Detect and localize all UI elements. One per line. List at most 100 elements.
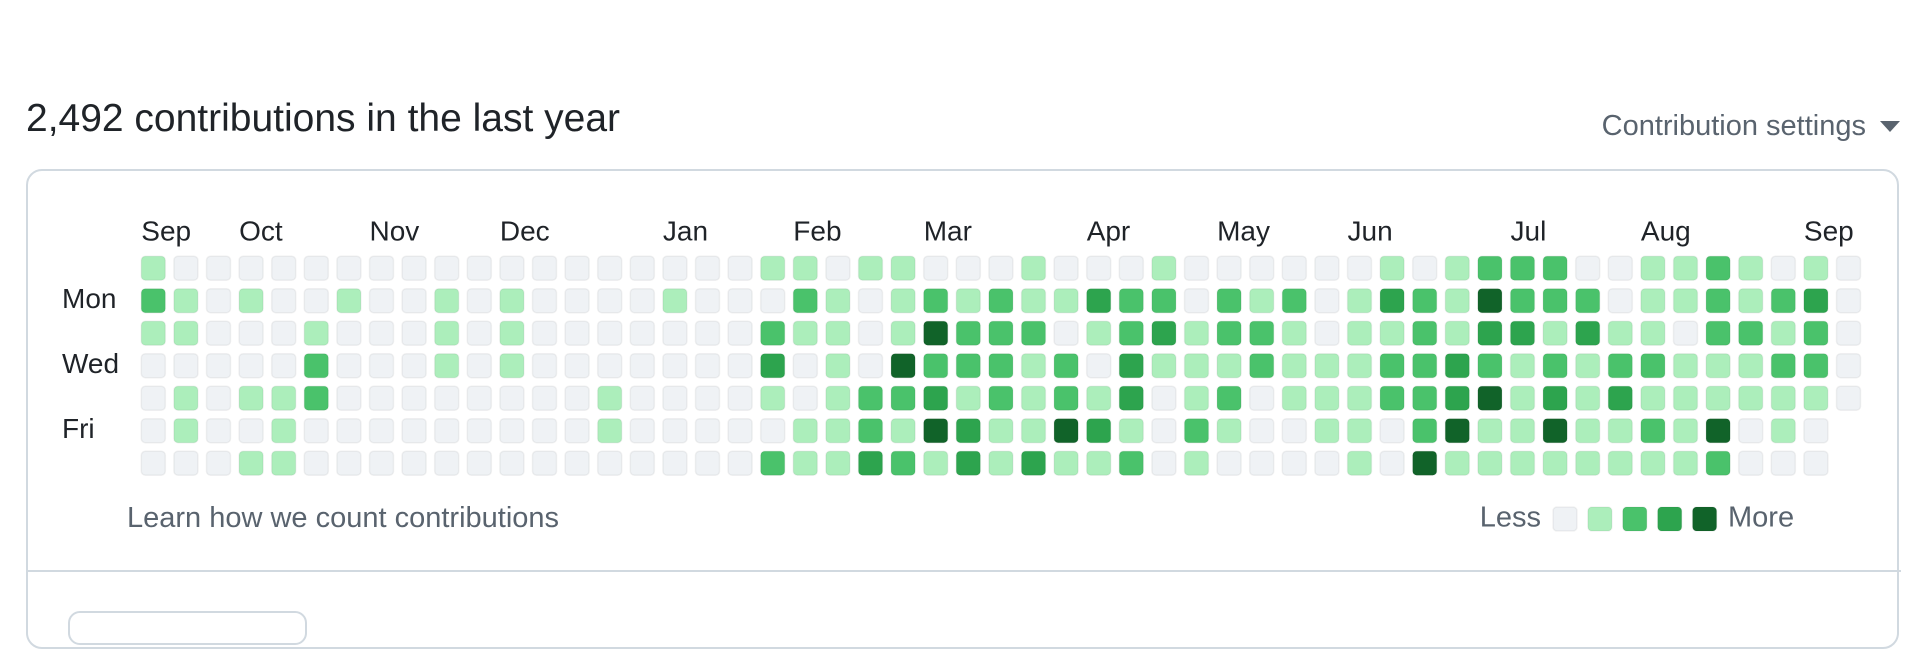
contribution-cell bbox=[1151, 450, 1177, 476]
legend-cell bbox=[1656, 506, 1683, 532]
contribution-cell bbox=[1672, 320, 1699, 346]
contribution-cell bbox=[922, 352, 949, 379]
contribution-cell bbox=[1281, 385, 1308, 411]
contribution-cell bbox=[1477, 255, 1503, 281]
contribution-cell bbox=[205, 320, 232, 346]
contribution-cell bbox=[1477, 287, 1503, 314]
contribution-cell bbox=[173, 450, 199, 476]
contribution-cell bbox=[1737, 320, 1764, 346]
contribution-cell bbox=[922, 255, 949, 281]
contribution-cell bbox=[1672, 352, 1699, 379]
contribution-cell bbox=[499, 450, 525, 476]
contribution-cell bbox=[1379, 352, 1405, 379]
contribution-cell bbox=[955, 352, 982, 379]
contribution-cell bbox=[759, 352, 786, 379]
contribution-settings[interactable]: Contribution settings bbox=[1602, 108, 1900, 144]
dropdown-caret bbox=[1880, 121, 1900, 133]
contribution-cell bbox=[922, 450, 949, 476]
contribution-cell bbox=[1411, 287, 1438, 314]
contribution-cell bbox=[1705, 417, 1731, 444]
contribution-cell bbox=[1444, 417, 1471, 444]
contribution-cell bbox=[1314, 320, 1340, 346]
contribution-cell bbox=[1477, 320, 1503, 346]
contribution-cell bbox=[1444, 255, 1471, 281]
contribution-cell bbox=[270, 352, 297, 379]
contribution-cell bbox=[1574, 320, 1601, 346]
contribution-cell bbox=[727, 255, 753, 281]
contribution-cell bbox=[466, 385, 493, 411]
contribution-cell bbox=[401, 255, 427, 281]
contribution-cell bbox=[1542, 385, 1568, 411]
contribution-cell bbox=[466, 255, 493, 281]
contribution-cell bbox=[1183, 450, 1210, 476]
contribution-cell bbox=[531, 450, 558, 476]
contribution-cell bbox=[1248, 255, 1275, 281]
contribution-cell bbox=[1281, 255, 1308, 281]
contribution-cell bbox=[1346, 287, 1373, 314]
contribution-cell bbox=[270, 385, 297, 411]
month-label: Aug bbox=[1641, 215, 1691, 246]
contribution-cell bbox=[759, 417, 786, 444]
contribution-cell bbox=[1542, 320, 1568, 346]
contribution-cell bbox=[401, 287, 427, 314]
contribution-cell bbox=[531, 385, 558, 411]
contribution-cell bbox=[270, 320, 297, 346]
contribution-cell bbox=[825, 352, 851, 379]
legend-less: Less bbox=[1480, 502, 1541, 534]
contribution-cell bbox=[1085, 320, 1112, 346]
contribution-cell bbox=[336, 352, 362, 379]
contribution-cell bbox=[629, 417, 656, 444]
contribution-cell bbox=[792, 385, 819, 411]
contribution-cell bbox=[173, 287, 199, 314]
contribution-cell bbox=[988, 385, 1014, 411]
contribution-cell bbox=[792, 417, 819, 444]
contribution-cell bbox=[1053, 417, 1079, 444]
contribution-cell bbox=[173, 417, 199, 444]
contribution-cell bbox=[1053, 255, 1079, 281]
contribution-cell bbox=[238, 352, 264, 379]
contribution-cell bbox=[173, 385, 199, 411]
contribution-cell bbox=[1509, 320, 1536, 346]
month-label: Sep bbox=[141, 215, 191, 246]
contribution-cell bbox=[1411, 417, 1438, 444]
contribution-cell bbox=[1574, 417, 1601, 444]
contribution-cell bbox=[1737, 385, 1764, 411]
contribution-cell bbox=[270, 287, 297, 314]
contribution-cell bbox=[1509, 450, 1536, 476]
contribution-cell bbox=[1314, 352, 1340, 379]
contribution-cell bbox=[1183, 385, 1210, 411]
contribution-cell bbox=[1183, 352, 1210, 379]
year-button[interactable] bbox=[68, 611, 307, 645]
contribution-cell bbox=[401, 417, 427, 444]
contribution-cell bbox=[1248, 352, 1275, 379]
contribution-cell bbox=[1640, 255, 1666, 281]
contribution-cell bbox=[1314, 287, 1340, 314]
contribution-cell bbox=[531, 255, 558, 281]
contribution-cell bbox=[1574, 352, 1601, 379]
contribution-cell bbox=[1053, 320, 1079, 346]
contribution-cell bbox=[1574, 255, 1601, 281]
contribution-cell bbox=[1379, 320, 1405, 346]
contribution-cell bbox=[1477, 385, 1503, 411]
contribution-cell bbox=[1509, 287, 1536, 314]
contribution-cell bbox=[499, 287, 525, 314]
contribution-cell bbox=[401, 385, 427, 411]
contribution-cell bbox=[140, 320, 167, 346]
contribution-cell bbox=[988, 352, 1014, 379]
contribution-cell bbox=[1640, 385, 1666, 411]
contribution-cell bbox=[596, 255, 623, 281]
contribution-cell bbox=[499, 255, 525, 281]
contribution-cell bbox=[303, 417, 330, 444]
contribution-cell bbox=[727, 287, 753, 314]
contribution-cell bbox=[1053, 385, 1079, 411]
contribution-cell bbox=[499, 352, 525, 379]
contribution-cell bbox=[433, 385, 460, 411]
learn-link[interactable]: Learn how we count contributions bbox=[127, 502, 560, 534]
contribution-cell bbox=[1281, 287, 1308, 314]
contribution-cell bbox=[368, 255, 395, 281]
contribution-cell bbox=[955, 287, 982, 314]
contribution-cell bbox=[140, 450, 167, 476]
contribution-cell bbox=[1118, 450, 1145, 476]
contribution-cell bbox=[922, 417, 949, 444]
contribution-cell bbox=[238, 450, 264, 476]
